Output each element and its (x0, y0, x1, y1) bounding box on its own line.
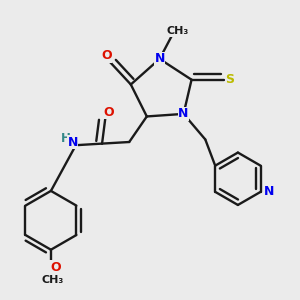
Text: O: O (50, 261, 61, 274)
Text: N: N (263, 185, 274, 198)
Text: N: N (68, 136, 78, 148)
Text: O: O (101, 49, 112, 62)
Text: O: O (104, 106, 114, 119)
Text: N: N (154, 52, 165, 65)
Text: CH₃: CH₃ (167, 26, 189, 36)
Text: H: H (61, 132, 71, 145)
Text: S: S (225, 73, 234, 86)
Text: CH₃: CH₃ (41, 275, 64, 285)
Text: N: N (178, 107, 189, 120)
